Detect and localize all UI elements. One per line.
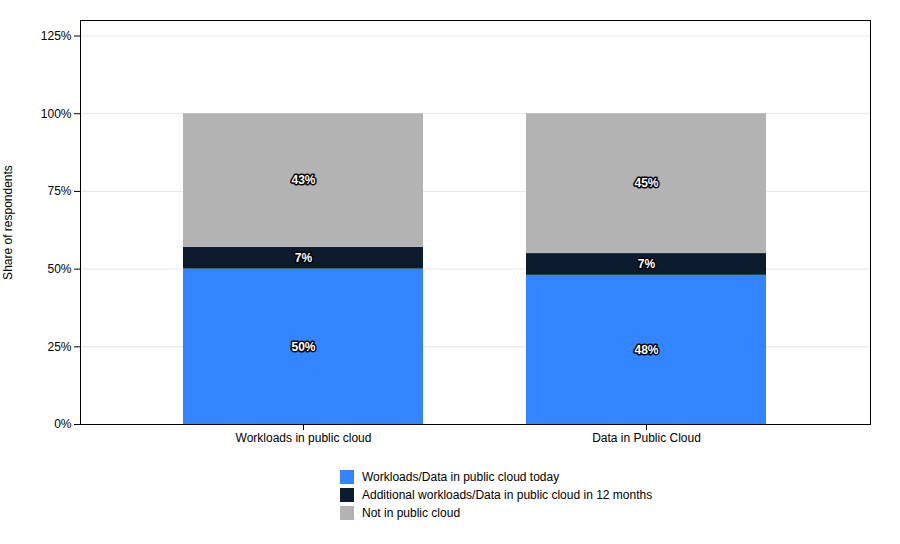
svg-text:7%: 7% [638,257,656,271]
html-text:Additional workloads/Data in p: Additional workloads/Data in public clou… [362,488,653,502]
svg-text:Data in Public Cloud: Data in Public Cloud [592,431,701,445]
svg-text:43%: 43% [291,173,315,187]
svg-text:125%: 125% [41,29,72,43]
svg-text:7%: 7% [295,251,313,265]
svg-text:45%: 45% [634,176,658,190]
svg-text:25%: 25% [47,340,71,354]
svg-text:75%: 75% [47,184,71,198]
html-text:Workloads/Data in public cloud: Workloads/Data in public cloud today [362,470,560,484]
svg-text:100%: 100% [41,107,72,121]
svg-text:50%: 50% [47,262,71,276]
svg-text:48%: 48% [634,343,658,357]
svg-text:50%: 50% [291,340,315,354]
svg-text:Workloads in public cloud: Workloads in public cloud [236,431,372,445]
svg-text:0%: 0% [54,417,72,431]
svg-text:Share of respondents: Share of respondents [1,165,15,280]
html-text:Not in public cloud: Not in public cloud [362,506,461,520]
